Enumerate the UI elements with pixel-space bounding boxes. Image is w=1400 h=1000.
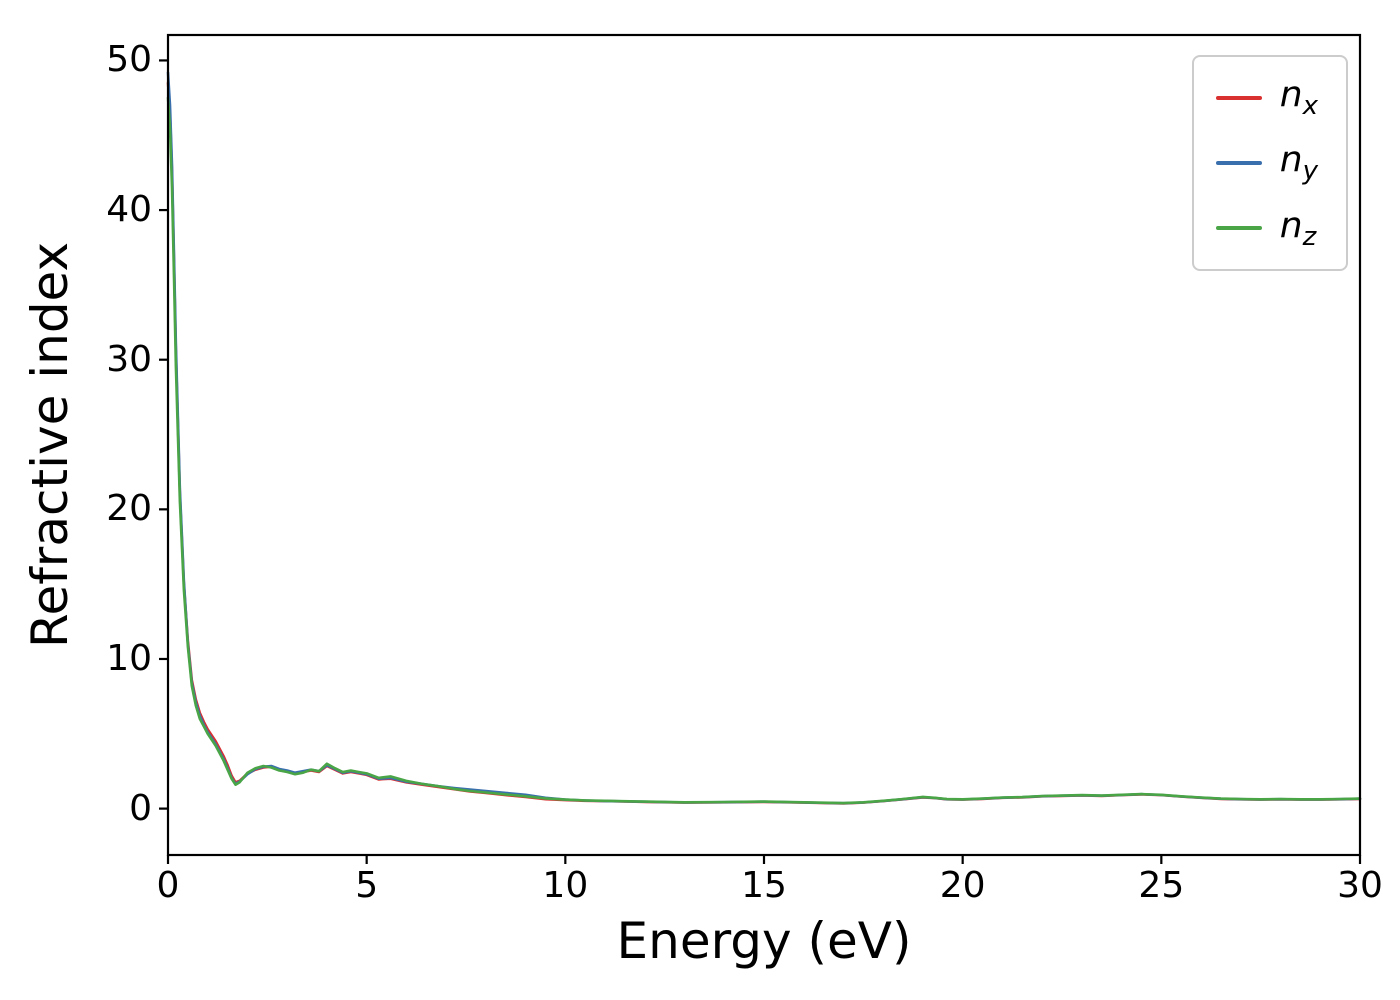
legend-line-sample-ny: [1215, 161, 1262, 166]
x-tick-label: 25: [1138, 865, 1185, 906]
y-tick-label: 20: [106, 488, 152, 530]
series-line-n_y: [166, 71, 1362, 805]
y-tick-label: 30: [106, 338, 152, 380]
x-axis-label: Energy (eV): [616, 912, 912, 970]
series-line-n_x: [166, 81, 1362, 805]
legend-label-ny: ny: [1279, 139, 1318, 187]
legend-line-sample-nx: [1215, 95, 1262, 100]
legend-entry-ny: ny: [1215, 138, 1318, 187]
y-tick-label: 0: [129, 787, 152, 829]
x-tick-label: 10: [542, 865, 589, 906]
legend-label-nz: nz: [1279, 204, 1317, 252]
x-tick-label: 15: [741, 865, 787, 906]
y-tick-label: 50: [106, 39, 152, 81]
x-tick-label: 20: [939, 865, 986, 906]
x-tick-label: 0: [156, 865, 180, 906]
legend-entry-nz: nz: [1215, 204, 1318, 253]
legend-label-nx: nx: [1279, 74, 1318, 122]
y-tick-label: 40: [106, 189, 152, 231]
axes-frame: [166, 33, 1362, 857]
legend-entry-nx: nx: [1215, 73, 1318, 122]
legend-line-sample-nz: [1215, 226, 1262, 231]
y-axis-label: Refractive index: [21, 241, 79, 649]
x-tick-label: 5: [355, 865, 379, 906]
series-line-n_z: [166, 96, 1362, 805]
legend: nx ny nz: [1191, 55, 1348, 272]
y-tick-label: 10: [106, 637, 152, 679]
x-tick-label: 30: [1337, 865, 1383, 906]
